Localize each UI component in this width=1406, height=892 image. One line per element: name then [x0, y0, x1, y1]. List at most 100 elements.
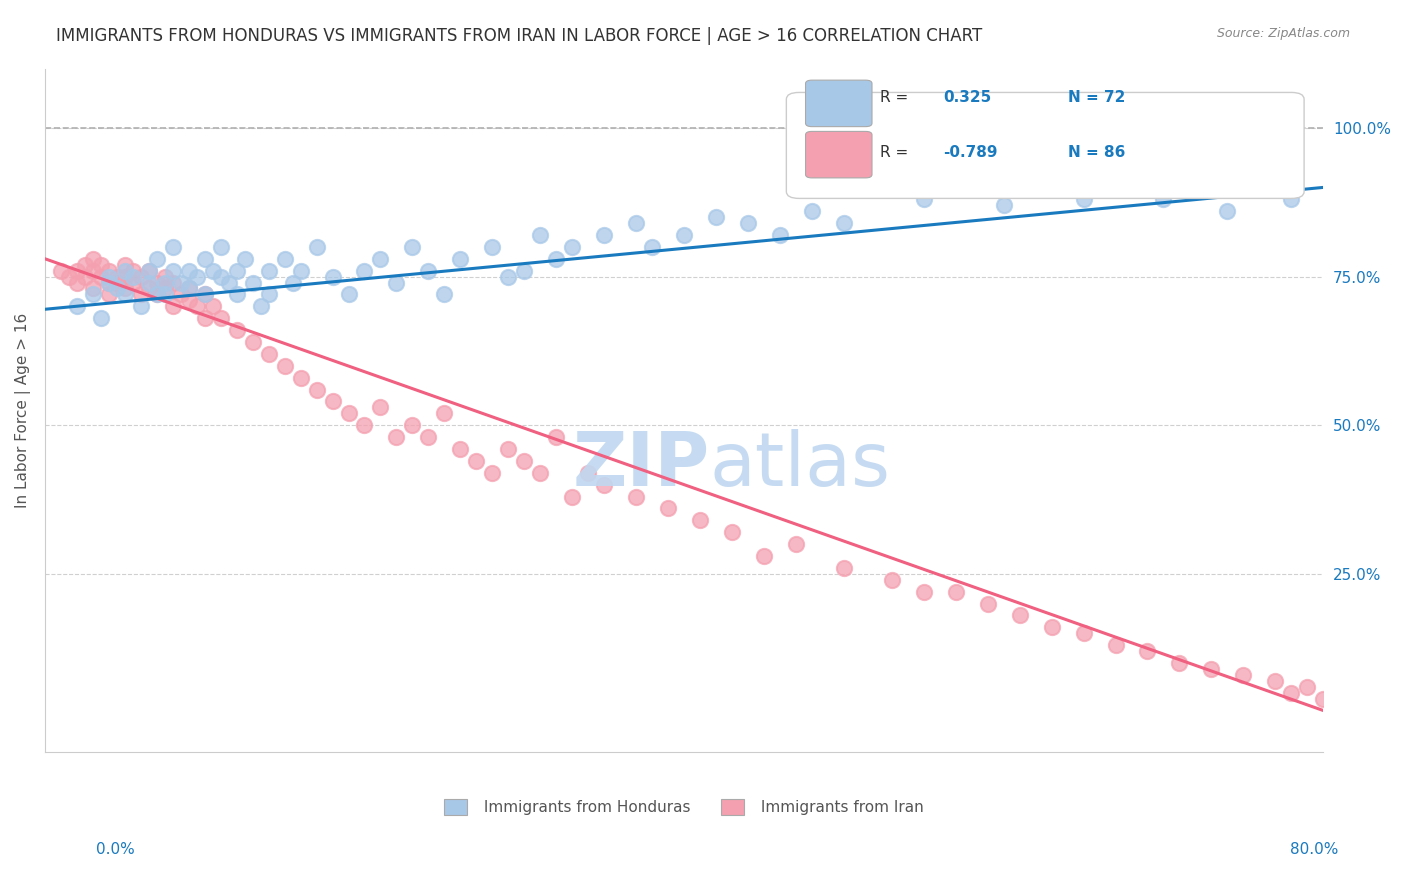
- Point: [162, 263, 184, 277]
- Point: [194, 252, 217, 266]
- Point: [546, 430, 568, 444]
- Point: [1073, 192, 1095, 206]
- Point: [233, 252, 256, 266]
- Point: [209, 269, 232, 284]
- Point: [624, 490, 647, 504]
- Point: [1296, 680, 1319, 694]
- Point: [498, 442, 520, 456]
- Point: [114, 269, 136, 284]
- Point: [145, 287, 167, 301]
- Point: [49, 263, 72, 277]
- Point: [97, 276, 120, 290]
- Point: [322, 394, 344, 409]
- Point: [1136, 644, 1159, 658]
- Point: [209, 311, 232, 326]
- Point: [105, 281, 128, 295]
- Point: [673, 227, 696, 242]
- Point: [194, 287, 217, 301]
- Point: [752, 549, 775, 563]
- Point: [912, 192, 935, 206]
- Point: [1201, 662, 1223, 676]
- Point: [561, 490, 583, 504]
- Point: [593, 227, 616, 242]
- Point: [153, 287, 176, 301]
- Point: [242, 334, 264, 349]
- Point: [114, 287, 136, 301]
- Point: [194, 311, 217, 326]
- Point: [257, 287, 280, 301]
- Point: [1153, 192, 1175, 206]
- Point: [576, 466, 599, 480]
- Point: [513, 263, 536, 277]
- Point: [689, 513, 711, 527]
- Point: [82, 263, 104, 277]
- Point: [138, 281, 160, 295]
- Text: R =: R =: [880, 145, 908, 160]
- Point: [129, 287, 152, 301]
- Text: IMMIGRANTS FROM HONDURAS VS IMMIGRANTS FROM IRAN IN LABOR FORCE | AGE > 16 CORRE: IMMIGRANTS FROM HONDURAS VS IMMIGRANTS F…: [56, 27, 983, 45]
- Point: [97, 263, 120, 277]
- Point: [880, 573, 903, 587]
- Point: [769, 227, 792, 242]
- Point: [704, 210, 727, 224]
- Point: [513, 454, 536, 468]
- Point: [186, 269, 208, 284]
- Point: [800, 204, 823, 219]
- Point: [114, 258, 136, 272]
- Point: [82, 287, 104, 301]
- Point: [145, 252, 167, 266]
- Point: [370, 252, 392, 266]
- Point: [945, 584, 967, 599]
- Point: [201, 263, 224, 277]
- Point: [641, 240, 664, 254]
- Point: [832, 216, 855, 230]
- Point: [73, 269, 96, 284]
- Point: [561, 240, 583, 254]
- FancyBboxPatch shape: [806, 80, 872, 127]
- Point: [1121, 180, 1143, 194]
- Legend:  Immigrants from Honduras,  Immigrants from Iran: Immigrants from Honduras, Immigrants fro…: [436, 792, 932, 823]
- Point: [481, 466, 503, 480]
- Point: [129, 299, 152, 313]
- Point: [385, 430, 408, 444]
- Text: R =: R =: [880, 90, 908, 105]
- Point: [337, 406, 360, 420]
- Point: [186, 299, 208, 313]
- Text: N = 86: N = 86: [1067, 145, 1125, 160]
- Point: [1232, 668, 1254, 682]
- Point: [737, 216, 759, 230]
- Point: [73, 258, 96, 272]
- Point: [1073, 626, 1095, 640]
- Point: [1104, 638, 1126, 652]
- Point: [218, 276, 240, 290]
- Point: [66, 276, 89, 290]
- Point: [90, 311, 112, 326]
- Point: [370, 401, 392, 415]
- Point: [177, 293, 200, 308]
- Point: [138, 263, 160, 277]
- Point: [305, 240, 328, 254]
- FancyBboxPatch shape: [786, 93, 1305, 198]
- Text: N = 72: N = 72: [1067, 90, 1125, 105]
- Point: [322, 269, 344, 284]
- Point: [114, 281, 136, 295]
- Point: [353, 263, 375, 277]
- Point: [1040, 620, 1063, 634]
- Point: [273, 252, 295, 266]
- Point: [1168, 656, 1191, 670]
- Point: [145, 287, 167, 301]
- Point: [449, 442, 471, 456]
- Point: [281, 276, 304, 290]
- Point: [481, 240, 503, 254]
- Y-axis label: In Labor Force | Age > 16: In Labor Force | Age > 16: [15, 313, 31, 508]
- Point: [121, 276, 143, 290]
- Text: atlas: atlas: [710, 428, 890, 501]
- Point: [82, 281, 104, 295]
- Point: [912, 584, 935, 599]
- Point: [177, 281, 200, 295]
- Point: [194, 287, 217, 301]
- Point: [97, 276, 120, 290]
- Point: [105, 276, 128, 290]
- Point: [593, 477, 616, 491]
- Point: [97, 287, 120, 301]
